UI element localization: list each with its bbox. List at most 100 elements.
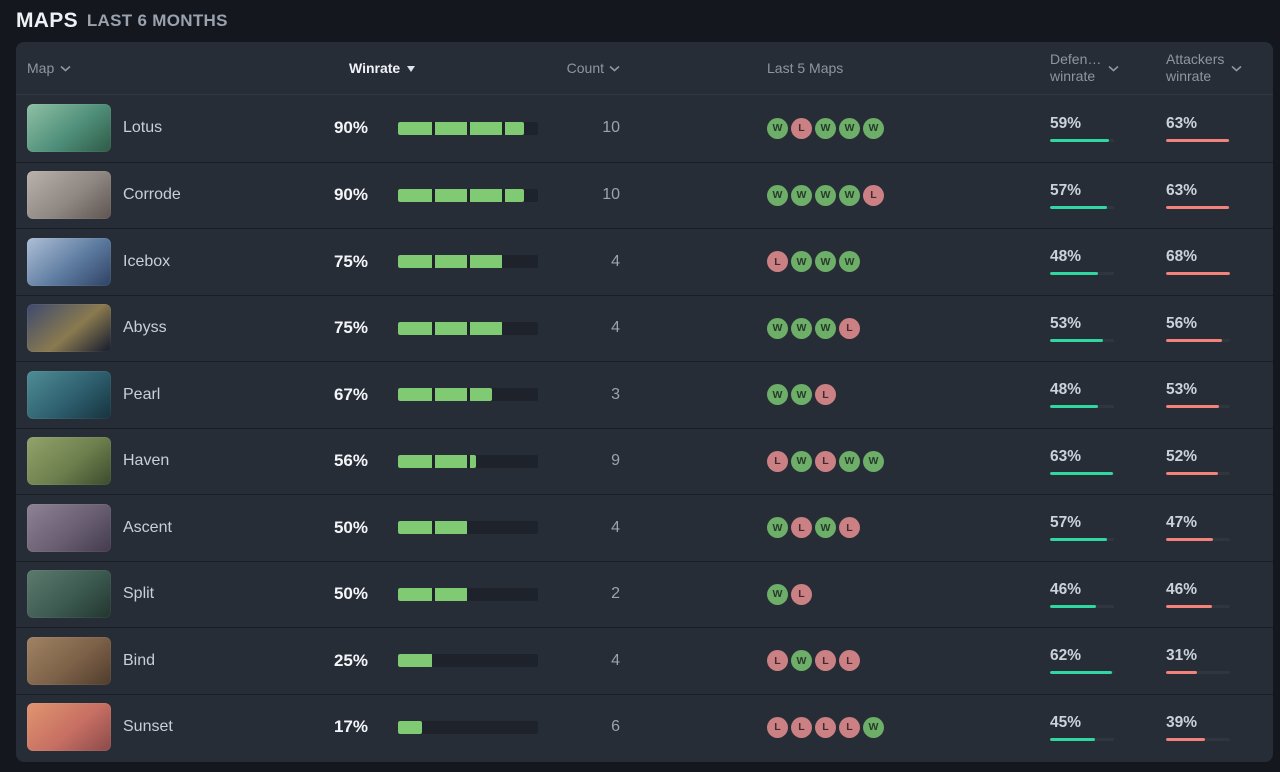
count-cell: 3 [538, 386, 620, 404]
attackers-winrate-underline [1166, 272, 1230, 276]
defenders-winrate-underline [1050, 338, 1114, 342]
win-badge: W [839, 117, 860, 139]
loss-badge: L [767, 650, 788, 672]
winrate-bar-fill [398, 388, 492, 402]
win-badge: W [815, 117, 836, 139]
defenders-winrate-value: 45% [1050, 713, 1082, 731]
map-thumbnail [27, 237, 111, 286]
attackers-winrate-value: 52% [1166, 447, 1198, 465]
column-header-attackers-line2: winrate [1166, 68, 1212, 84]
count-value: 10 [602, 119, 620, 137]
map-thumbnail [27, 636, 111, 685]
attackers-winrate-underline [1166, 205, 1230, 209]
winrate-bar [398, 521, 538, 535]
winrate-cell: 90% [316, 118, 368, 138]
count-value: 4 [611, 319, 620, 337]
count-cell: 2 [538, 585, 620, 603]
winrate-bar-fill [398, 321, 503, 335]
map-cell: Corrode [27, 171, 316, 220]
map-name: Haven [123, 452, 170, 470]
attackers-winrate-underline [1166, 538, 1230, 542]
defenders-winrate-value: 57% [1050, 181, 1082, 199]
count-cell: 4 [538, 319, 620, 337]
column-header-count[interactable]: Count [538, 60, 620, 76]
column-header-map[interactable]: Map [27, 60, 316, 76]
defenders-winrate-value: 63% [1050, 447, 1082, 465]
attackers-winrate-cell: 46% [1166, 581, 1273, 608]
page-title: MAPS [16, 9, 78, 32]
loss-badge: L [839, 517, 860, 539]
map-name: Ascent [123, 518, 172, 536]
count-value: 2 [611, 585, 620, 603]
page-subtitle: LAST 6 MONTHS [86, 11, 228, 30]
defenders-winrate-value: 62% [1050, 647, 1082, 665]
count-cell: 4 [538, 253, 620, 271]
defenders-winrate-underline [1050, 138, 1114, 142]
map-cell: Icebox [27, 237, 316, 286]
maps-table-card: Map Winrate Count Last 5 Maps Defen… win… [16, 42, 1273, 762]
winrate-value: 50% [333, 517, 368, 537]
column-header-winrate[interactable]: Winrate [316, 60, 538, 76]
map-cell: Lotus [27, 104, 316, 153]
page-header: MAPS LAST 6 MONTHS [0, 0, 1280, 42]
attackers-winrate-value: 63% [1166, 181, 1198, 199]
column-header-defenders-line1: Defen… [1050, 51, 1102, 67]
defenders-winrate-cell: 48% [1050, 381, 1166, 409]
win-badge: W [839, 450, 860, 472]
defenders-winrate-value: 53% [1050, 314, 1082, 332]
win-badge: W [767, 184, 788, 206]
attackers-winrate-underline [1166, 737, 1230, 741]
win-badge: W [767, 517, 788, 539]
winrate-cell: 67% [316, 385, 368, 405]
loss-badge: L [839, 716, 860, 738]
win-badge: W [863, 450, 884, 472]
attackers-winrate-value: 56% [1166, 314, 1198, 332]
count-value: 9 [611, 452, 620, 470]
attackers-winrate-underline [1166, 671, 1230, 675]
map-name: Pearl [123, 385, 161, 403]
winrate-bar [398, 587, 538, 601]
defenders-winrate-cell: 59% [1050, 115, 1166, 142]
winrate-bar [398, 388, 538, 402]
defenders-winrate-cell: 57% [1050, 514, 1166, 542]
attackers-winrate-cell: 52% [1166, 448, 1273, 475]
loss-badge: L [815, 450, 836, 472]
defenders-winrate-underline [1050, 471, 1114, 475]
attackers-winrate-underline [1166, 138, 1230, 142]
winrate-cell: 17% [316, 717, 368, 737]
loss-badge: L [815, 650, 836, 672]
winrate-cell: 90% [316, 185, 368, 205]
loss-badge: L [791, 517, 812, 539]
winrate-bar-cell [368, 587, 538, 601]
count-value: 4 [611, 252, 620, 270]
winrate-bar [398, 654, 538, 668]
count-value: 10 [602, 186, 620, 204]
winrate-value: 75% [333, 251, 368, 271]
winrate-bar [398, 720, 538, 734]
win-badge: W [839, 184, 860, 206]
map-thumbnail [27, 370, 111, 419]
win-badge: W [839, 251, 860, 273]
column-header-attackers-winrate[interactable]: Attackers winrate [1166, 51, 1273, 85]
winrate-cell: 50% [316, 518, 368, 538]
map-cell: Haven [27, 437, 316, 486]
winrate-bar [398, 321, 538, 335]
column-header-defenders-winrate[interactable]: Defen… winrate [1050, 51, 1166, 85]
